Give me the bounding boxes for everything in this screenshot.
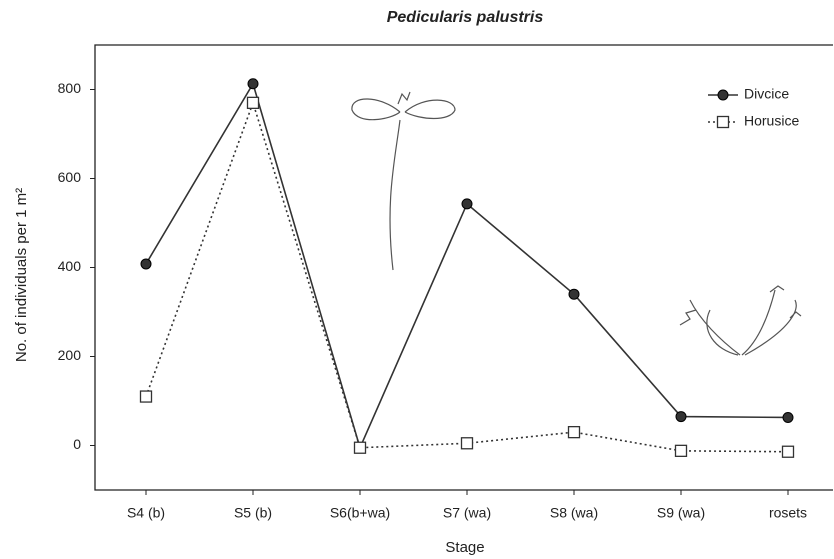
point bbox=[140, 258, 152, 270]
chart-title: Pedicularis palustris bbox=[387, 9, 544, 26]
x-tick-label: S4 (b) bbox=[127, 505, 165, 521]
point bbox=[675, 411, 687, 423]
point bbox=[568, 288, 580, 300]
legend-marker bbox=[717, 89, 729, 101]
point bbox=[461, 198, 473, 210]
y-tick-label: 200 bbox=[58, 347, 82, 363]
series-line bbox=[145, 81, 789, 451]
x-tick-label: S9 (wa) bbox=[657, 505, 705, 521]
point bbox=[674, 444, 688, 457]
x-axis-label: Stage bbox=[445, 539, 484, 556]
plot-frame bbox=[94, 44, 833, 491]
y-tick-label: 600 bbox=[58, 169, 82, 185]
x-tick-label: S8 (wa) bbox=[550, 505, 598, 521]
rosette-sketch bbox=[679, 285, 802, 356]
point bbox=[139, 390, 153, 403]
y-tick-label: 800 bbox=[58, 80, 82, 96]
point bbox=[460, 437, 474, 450]
x-tick-label: S6(b+wa) bbox=[330, 505, 390, 521]
point bbox=[247, 78, 259, 90]
point bbox=[781, 445, 795, 458]
legend-label: Horusice bbox=[744, 113, 799, 129]
legend-marker bbox=[716, 115, 730, 129]
point bbox=[246, 96, 260, 109]
point bbox=[782, 411, 794, 423]
x-tick-label: S7 (wa) bbox=[443, 505, 491, 521]
legend-label: Divcice bbox=[744, 86, 789, 102]
y-tick-label: 0 bbox=[73, 436, 81, 452]
x-tick-label: rosets bbox=[769, 505, 807, 521]
x-tick-label: S5 (b) bbox=[234, 505, 272, 521]
point bbox=[567, 425, 581, 439]
seedling-sketch bbox=[351, 91, 456, 271]
y-tick-label: 400 bbox=[58, 258, 82, 274]
y-axis-label: No. of individuals per 1 m² bbox=[13, 188, 30, 362]
series-line bbox=[145, 100, 789, 453]
point bbox=[353, 441, 367, 454]
